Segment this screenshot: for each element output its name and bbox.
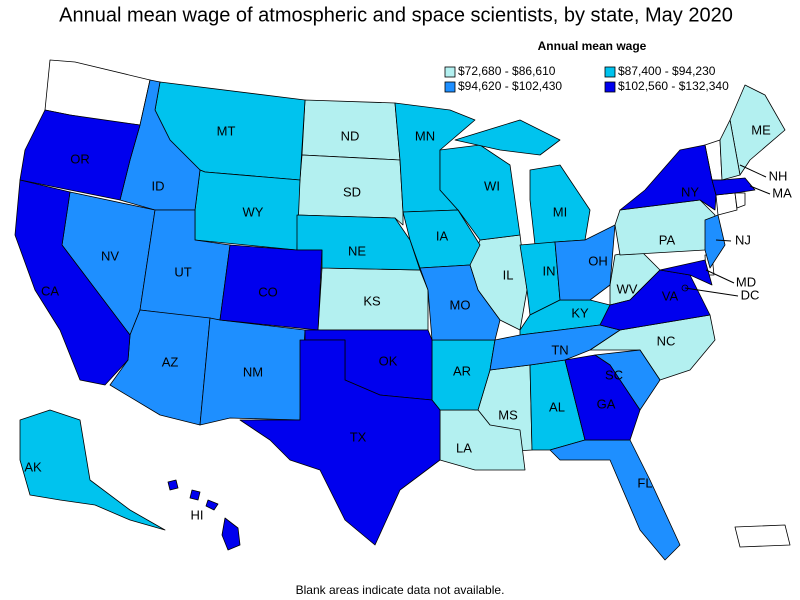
state-label: OK — [379, 353, 398, 368]
legend-label: $72,680 - $86,610 — [458, 64, 556, 78]
state-label: OR — [70, 151, 90, 166]
leader-line — [715, 239, 732, 242]
state — [549, 439, 681, 561]
state — [564, 354, 641, 441]
legend-title: Annual mean wage — [538, 39, 647, 53]
state-label: NE — [348, 243, 366, 258]
state-label: PA — [659, 232, 676, 247]
state — [454, 119, 561, 156]
state-label: IA — [436, 228, 449, 243]
state-label: ND — [341, 128, 360, 143]
legend-label: $102,560 - $132,340 — [618, 79, 729, 93]
state — [554, 224, 616, 301]
state-label: MA — [772, 185, 792, 200]
state — [14, 179, 131, 386]
state — [205, 499, 219, 511]
state-label: WV — [617, 281, 638, 296]
state-label: SC — [605, 367, 623, 382]
state-blank — [734, 192, 746, 209]
state-label: TN — [551, 342, 568, 357]
state-label: DC — [741, 287, 760, 302]
state — [489, 324, 621, 371]
leader-line — [749, 185, 771, 195]
legend-label: $87,400 - $94,230 — [618, 64, 716, 78]
state-label: OH — [588, 253, 608, 268]
state-label: NV — [101, 248, 119, 263]
state-label: KY — [571, 305, 589, 320]
leader-line — [705, 269, 735, 284]
state — [221, 517, 241, 551]
map-title: Annual mean wage of atmospheric and spac… — [59, 4, 733, 26]
legend-swatch — [444, 81, 456, 93]
state — [419, 264, 501, 341]
state-label: MI — [553, 204, 567, 219]
state-label: NJ — [735, 232, 751, 247]
state-blank — [715, 192, 738, 216]
legend-swatch — [604, 81, 616, 93]
state-label: AR — [453, 363, 471, 378]
legend-swatch — [604, 66, 616, 78]
state-label: ME — [751, 122, 771, 137]
state — [167, 479, 179, 491]
state-label: UT — [174, 264, 191, 279]
state — [439, 144, 521, 241]
state-label: GA — [597, 396, 616, 411]
state-label: NM — [243, 364, 263, 379]
state-label: SD — [343, 184, 361, 199]
state — [619, 144, 717, 211]
state-label: TX — [350, 429, 367, 444]
state-label: CA — [41, 283, 59, 298]
state-label: WY — [243, 204, 264, 219]
state-blank — [734, 524, 791, 548]
state-label: HI — [191, 507, 204, 522]
state-label: MD — [736, 274, 756, 289]
state-label: FL — [637, 475, 652, 490]
state — [719, 119, 741, 181]
state-label: IL — [503, 267, 514, 282]
legend-swatch — [444, 66, 456, 78]
state-label: MN — [415, 128, 435, 143]
state-label: IN — [543, 263, 556, 278]
state — [219, 244, 323, 331]
state — [19, 109, 141, 201]
state-label: LA — [456, 440, 472, 455]
state — [189, 489, 201, 501]
legend-label: $94,620 - $102,430 — [458, 79, 562, 93]
state-label: NH — [769, 168, 788, 183]
state — [711, 177, 756, 196]
state-label: MT — [217, 123, 236, 138]
state-label: VA — [662, 288, 679, 303]
state — [704, 214, 726, 269]
state — [19, 409, 166, 531]
state-label: AZ — [162, 354, 179, 369]
state — [439, 409, 526, 471]
state-label: AK — [24, 459, 42, 474]
state-label: MS — [498, 407, 518, 422]
state-label: KS — [363, 293, 381, 308]
footnote: Blank areas indicate data not available. — [296, 583, 505, 597]
state-label: AL — [549, 399, 565, 414]
state-label: NY — [681, 184, 699, 199]
state — [659, 259, 713, 286]
state-label: NC — [657, 333, 676, 348]
state-label: CO — [258, 284, 278, 299]
leader-line — [684, 287, 739, 297]
state-label: MO — [450, 297, 471, 312]
leader-line — [739, 164, 767, 178]
state-label: ID — [152, 178, 165, 193]
state — [239, 339, 441, 546]
state-label: WI — [484, 178, 500, 193]
